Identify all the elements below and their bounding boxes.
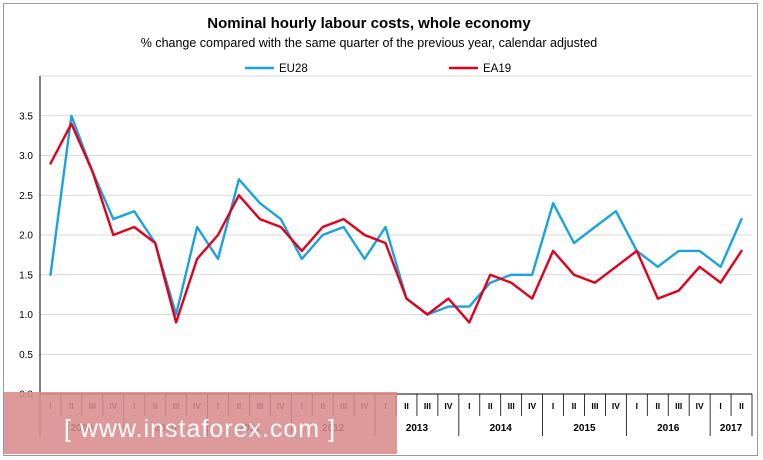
chart-subtitle: % change compared with the same quarter … <box>141 36 598 50</box>
series-line-eu28 <box>49 114 743 316</box>
x-quarter-label: IV <box>444 401 452 411</box>
y-tick-label: 2.0 <box>19 231 33 242</box>
x-quarter-label: III <box>675 401 682 411</box>
x-quarter-label: III <box>508 401 515 411</box>
y-tick-label: 1.5 <box>19 270 33 281</box>
x-quarter-label: III <box>591 401 598 411</box>
watermark-text: [ www.instaforex.com ] <box>64 415 336 443</box>
y-tick-label: 3.5 <box>19 111 33 122</box>
y-tick-label: 2.5 <box>19 191 33 202</box>
x-quarter-label: II <box>655 401 660 411</box>
x-quarter-label: II <box>488 401 493 411</box>
gridlines <box>40 75 752 355</box>
x-quarter-label: I <box>636 401 638 411</box>
x-year-label: 2016 <box>657 423 680 434</box>
x-year-label: 2017 <box>720 423 743 434</box>
chart-frame <box>3 3 758 456</box>
x-year-label: 2013 <box>406 423 429 434</box>
legend: EU28 EA19 <box>245 63 511 75</box>
legend-label-eu28: EU28 <box>279 63 308 75</box>
legend-label-ea19: EA19 <box>483 63 511 75</box>
x-year-label: 2015 <box>573 423 596 434</box>
chart-title: Nominal hourly labour costs, whole econo… <box>207 15 531 32</box>
x-quarter-label: I <box>468 401 470 411</box>
y-tick-label: 0.5 <box>19 350 33 361</box>
watermark: [ www.instaforex.com ] <box>4 392 397 454</box>
x-quarter-label: IV <box>528 401 536 411</box>
x-quarter-label: II <box>404 401 409 411</box>
y-axis-tick-labels: 0.00.51.01.52.02.53.03.5 <box>19 76 41 401</box>
x-quarter-label: II <box>739 401 744 411</box>
watermark-band <box>4 392 397 454</box>
series-line-ea19 <box>49 122 743 324</box>
x-quarter-label: IV <box>612 401 620 411</box>
x-quarter-label: IV <box>696 401 704 411</box>
data-series <box>49 114 743 324</box>
y-tick-label: 1.0 <box>19 310 33 321</box>
y-tick-label: 3.0 <box>19 151 33 162</box>
x-quarter-label: III <box>424 401 431 411</box>
x-quarter-label: I <box>552 401 554 411</box>
x-quarter-label: II <box>572 401 577 411</box>
x-quarter-label: I <box>719 401 721 411</box>
x-year-label: 2014 <box>490 423 513 434</box>
